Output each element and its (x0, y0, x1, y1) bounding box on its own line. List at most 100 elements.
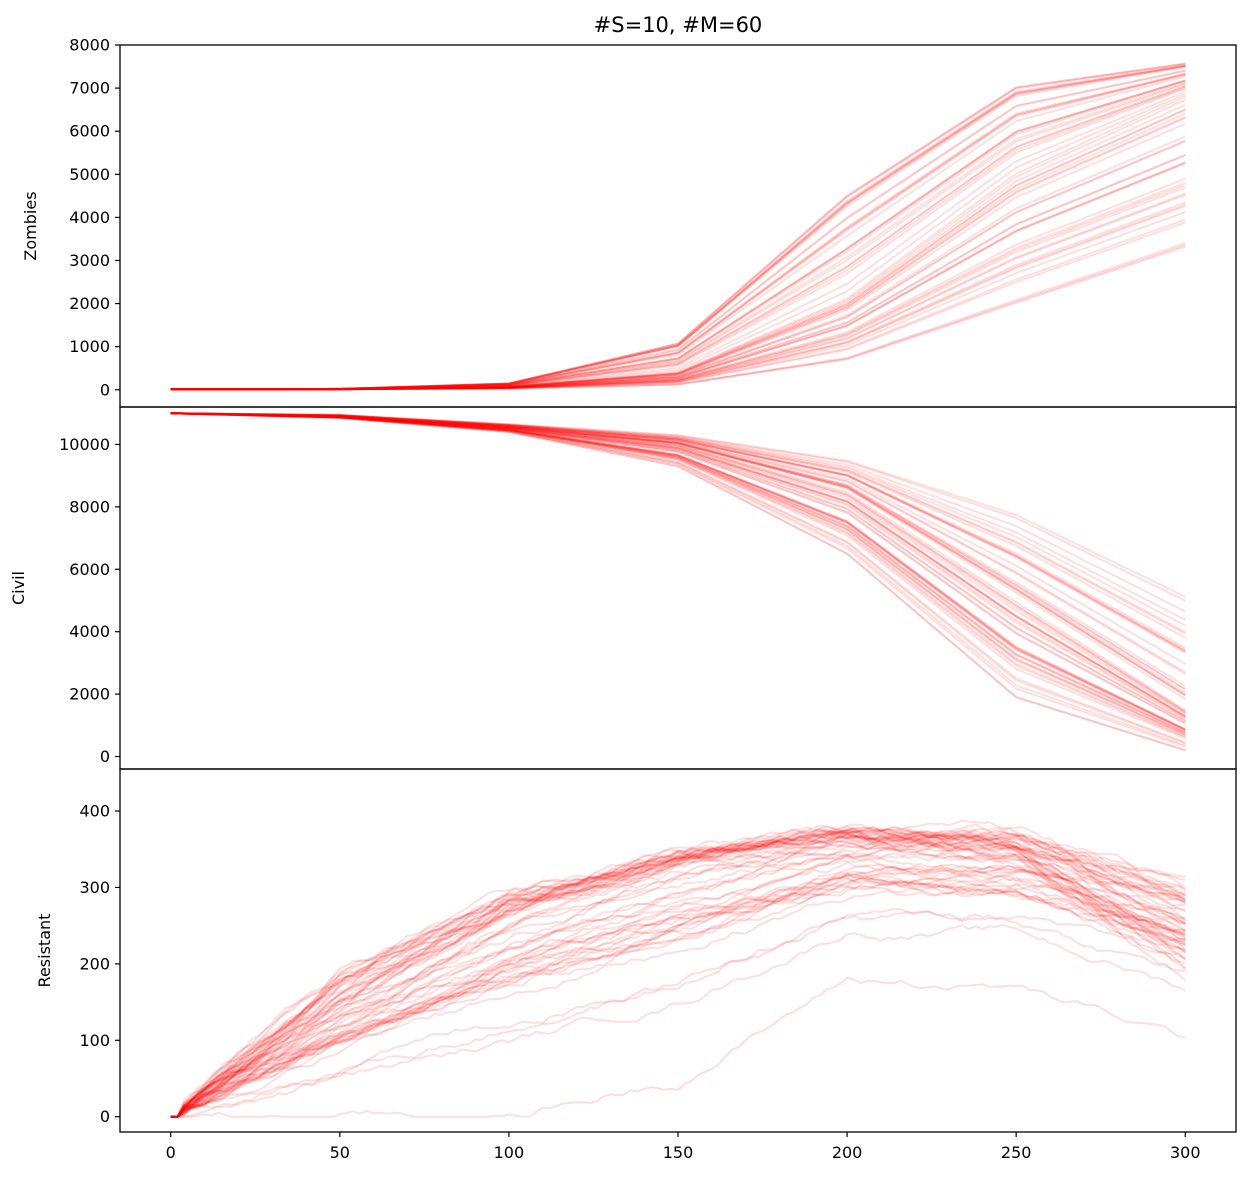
series-line (170, 841, 1187, 1118)
y-tick-label: 1000 (69, 337, 110, 356)
series-line (170, 117, 1186, 391)
y-tick-label: 5000 (69, 165, 110, 184)
series-line (170, 181, 1186, 391)
series-line (170, 154, 1186, 391)
series-line (170, 889, 1186, 1118)
x-tick-label: 100 (494, 1143, 525, 1162)
series-line (170, 412, 1186, 712)
series-line (170, 823, 1186, 1118)
series-line (170, 205, 1186, 391)
series-line (170, 829, 1186, 1118)
series-line (170, 412, 1186, 718)
series-line (170, 412, 1186, 697)
series-line (170, 861, 1186, 1118)
series-line (170, 412, 1186, 701)
series-line (170, 412, 1186, 633)
series-line (170, 412, 1186, 731)
series-line (170, 827, 1186, 1118)
series-line (170, 245, 1186, 391)
resistant-y-axis: 0 100 200 300 400 (79, 802, 120, 1126)
series-line (170, 98, 1186, 391)
series-line (170, 221, 1186, 391)
series-line (170, 837, 1186, 1118)
series-line (170, 79, 1186, 391)
series-line (170, 412, 1186, 744)
series-line (170, 412, 1186, 735)
series-line (170, 73, 1186, 391)
series-line (170, 907, 1186, 1118)
x-tick-label: 250 (1001, 1143, 1032, 1162)
series-line (170, 879, 1186, 1118)
series-line (170, 80, 1186, 391)
zombies-y-axis-label: Zombies (21, 191, 40, 260)
series-line (170, 412, 1186, 720)
series-line (170, 831, 1186, 1118)
resistant-panel: 0 100 200 300 400 Resistant (35, 768, 1237, 1133)
series-line (170, 976, 1186, 1118)
series-line (170, 845, 1186, 1118)
series-line (170, 65, 1186, 391)
series-line (170, 412, 1186, 715)
series-line (170, 412, 1186, 714)
series-line (170, 412, 1186, 652)
series-line (170, 83, 1186, 391)
series-line (170, 412, 1186, 718)
y-tick-label: 2000 (69, 294, 110, 313)
series-line (170, 412, 1186, 725)
series-line (170, 79, 1186, 391)
y-tick-label: 4000 (69, 622, 110, 641)
series-line (170, 108, 1186, 391)
series-line (170, 412, 1186, 674)
series-line (170, 839, 1186, 1118)
series-line (170, 825, 1186, 1118)
series-line (170, 412, 1186, 718)
series-line (170, 827, 1186, 1118)
x-tick-label: 200 (832, 1143, 863, 1162)
series-line (170, 852, 1186, 1118)
zombies-panel: 0 1000 2000 3000 4000 5000 6000 7000 8000 Zombie… (21, 36, 1237, 408)
series-line (170, 834, 1186, 1118)
resistant-y-axis-label: Resistant (35, 914, 54, 988)
series-line (170, 863, 1186, 1118)
series-line (170, 823, 1186, 1118)
series-line (170, 64, 1186, 391)
series-line (170, 412, 1186, 739)
y-tick-label: 300 (79, 878, 110, 897)
series-line (170, 82, 1186, 391)
series-line (170, 412, 1186, 734)
series-line (170, 867, 1186, 1118)
series-line (170, 85, 1186, 391)
series-line (170, 412, 1186, 730)
series-line (170, 874, 1186, 1118)
series-line (170, 69, 1186, 391)
series-line (170, 412, 1186, 713)
series-line (170, 412, 1186, 725)
series-line (170, 218, 1186, 391)
series-line (170, 93, 1186, 391)
series-line (170, 826, 1186, 1118)
series-line (170, 827, 1186, 1118)
y-tick-label: 0 (100, 747, 110, 766)
y-tick-label: 4000 (69, 208, 110, 227)
series-line (170, 829, 1186, 1118)
series-line (170, 112, 1186, 391)
y-tick-label: 200 (79, 954, 110, 973)
series-line (170, 412, 1186, 697)
series-line (170, 829, 1186, 1118)
x-tick-label: 300 (1170, 1143, 1201, 1162)
series-line (170, 412, 1186, 734)
y-tick-label: 8000 (69, 36, 110, 55)
series-line (170, 412, 1186, 732)
series-line (170, 825, 1186, 1118)
series-line (170, 65, 1186, 391)
series-line (170, 412, 1186, 654)
series-line (170, 90, 1186, 391)
series-line (170, 62, 1186, 391)
series-line (170, 86, 1186, 391)
series-line (170, 827, 1186, 1118)
series-line (170, 79, 1186, 391)
y-tick-label: 0 (100, 380, 110, 399)
series-line (170, 829, 1187, 1118)
series-line (170, 87, 1186, 391)
series-line (170, 203, 1186, 391)
